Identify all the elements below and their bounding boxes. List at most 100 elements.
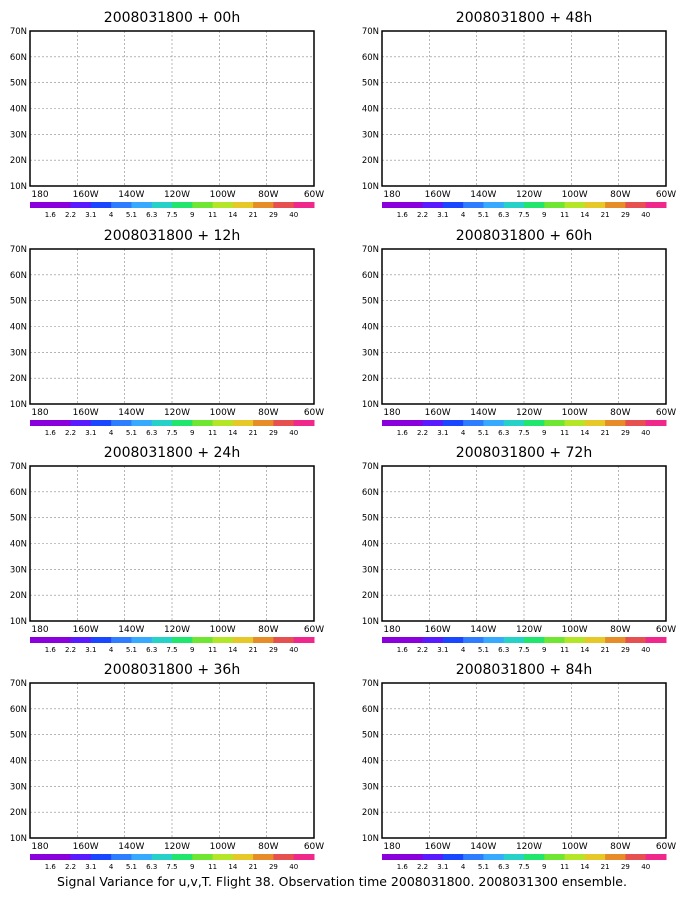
colorbar-swatch: [402, 854, 424, 860]
colorbar-swatch: [442, 854, 464, 860]
lat-tick-label: 50N: [10, 79, 27, 89]
colorbar-label: 1.6: [45, 646, 57, 654]
lat-tick-label: 50N: [362, 514, 379, 524]
colorbar-swatch: [524, 854, 545, 860]
colorbar-label: 9: [542, 211, 546, 219]
lat-tick-label: 40N: [10, 323, 27, 333]
colorbar-swatch: [30, 854, 51, 860]
colorbar-label: 4: [461, 429, 466, 437]
colorbar-swatch: [212, 637, 234, 643]
colorbar-label: 7.5: [518, 646, 529, 654]
colorbar-swatch: [645, 854, 667, 860]
colorbar-swatch: [50, 420, 72, 426]
colorbar-label: 9: [190, 429, 194, 437]
colorbar-swatch: [483, 420, 505, 426]
lat-tick-label: 70N: [362, 462, 379, 472]
lat-tick-label: 50N: [10, 514, 27, 524]
colorbar-swatch: [232, 420, 254, 426]
colorbar-label: 21: [601, 863, 610, 871]
colorbar-swatch: [30, 420, 51, 426]
colorbar-swatch: [293, 637, 315, 643]
colorbar-label: 5.1: [478, 429, 489, 437]
lon-tick-label: 180: [31, 408, 48, 418]
lat-tick-label: 50N: [10, 297, 27, 307]
colorbar: 1.6 2.2 3.1 4 5.1 6.3 7.5 9 11 14 21 29 40: [30, 854, 315, 871]
colorbar-label: 11: [208, 863, 217, 871]
lat-tick-label: 40N: [362, 105, 379, 115]
lat-tick-label: 70N: [10, 462, 27, 472]
colorbar-swatch: [382, 420, 403, 426]
colorbar-label: 6.3: [498, 863, 509, 871]
colorbar-swatch: [584, 202, 606, 208]
panel-title: 2008031800 + 12h: [104, 228, 240, 244]
lon-tick-label: 100W: [210, 625, 236, 635]
colorbar-label: 4: [109, 429, 114, 437]
lat-tick-label: 30N: [362, 130, 379, 140]
colorbar-swatch: [90, 854, 112, 860]
colorbar-label: 40: [289, 429, 298, 437]
colorbar-swatch: [192, 854, 214, 860]
colorbar-label: 6.3: [146, 646, 157, 654]
colorbar-label: 5.1: [478, 646, 489, 654]
colorbar-label: 7.5: [166, 646, 177, 654]
colorbar-swatch: [30, 202, 51, 208]
colorbar-label: 7.5: [518, 211, 529, 219]
colorbar-label: 14: [228, 863, 237, 871]
lat-tick-label: 10N: [362, 400, 379, 410]
colorbar: 1.6 2.2 3.1 4 5.1 6.3 7.5 9 11 14 21 29 40: [30, 637, 315, 654]
colorbar-label: 11: [208, 646, 217, 654]
map-frame: [381, 465, 667, 622]
lat-tick-label: 10N: [10, 617, 27, 627]
map-panel: 2008031800 + 00h 10N 20N 30N 40N 50N 60N 70N 180…: [10, 10, 324, 219]
lon-tick-label: 140W: [470, 842, 496, 852]
colorbar-swatch: [232, 637, 254, 643]
lat-tick-label: 70N: [362, 27, 379, 37]
colorbar-swatch: [131, 637, 153, 643]
colorbar-label: 7.5: [166, 211, 177, 219]
lon-tick-label: 60W: [304, 190, 324, 200]
map-panel: 2008031800 + 36h 10N 20N 30N 40N 50N 60N 70N 180…: [10, 662, 324, 871]
colorbar-swatch: [50, 637, 72, 643]
colorbar-swatch: [273, 854, 295, 860]
colorbar-swatch: [273, 637, 295, 643]
colorbar-label: 40: [641, 863, 650, 871]
colorbar-label: 21: [601, 646, 610, 654]
colorbar-label: 9: [190, 646, 194, 654]
colorbar-swatch: [151, 854, 173, 860]
lon-tick-label: 140W: [470, 190, 496, 200]
colorbar-label: 2.2: [65, 863, 76, 871]
colorbar-label: 3.1: [437, 863, 448, 871]
colorbar-swatch: [90, 637, 112, 643]
lat-tick-label: 20N: [10, 374, 27, 384]
colorbar-label: 5.1: [126, 863, 137, 871]
colorbar-swatch: [192, 420, 214, 426]
colorbar-label: 21: [249, 429, 258, 437]
colorbar-label: 21: [249, 863, 258, 871]
map-frame: [381, 682, 667, 839]
colorbar-label: 40: [289, 646, 298, 654]
colorbar-swatch: [483, 202, 505, 208]
map-frame: [381, 248, 667, 405]
colorbar-swatch: [131, 854, 153, 860]
colorbar-swatch: [584, 854, 606, 860]
colorbar-label: 1.6: [397, 646, 409, 654]
lat-tick-label: 60N: [362, 705, 379, 715]
map-area: [30, 249, 314, 404]
colorbar-swatch: [90, 420, 112, 426]
lat-tick-label: 60N: [10, 705, 27, 715]
colorbar-label: 29: [269, 211, 278, 219]
lon-tick-label: 120W: [516, 408, 542, 418]
colorbar-label: 29: [621, 863, 630, 871]
colorbar-label: 29: [621, 646, 630, 654]
lon-tick-label: 140W: [118, 408, 144, 418]
colorbar-label: 6.3: [498, 211, 509, 219]
colorbar-label: 1.6: [45, 863, 57, 871]
colorbar-swatch: [402, 637, 424, 643]
map-panel: 2008031800 + 48h 10N 20N 30N 40N 50N 60N 70N 180…: [362, 10, 676, 219]
colorbar-swatch: [564, 202, 586, 208]
colorbar: 1.6 2.2 3.1 4 5.1 6.3 7.5 9 11 14 21 29 40: [30, 202, 315, 219]
colorbar-label: 11: [560, 429, 569, 437]
panel-title: 2008031800 + 24h: [104, 445, 240, 461]
lat-tick-label: 50N: [362, 731, 379, 741]
colorbar-swatch: [111, 420, 132, 426]
